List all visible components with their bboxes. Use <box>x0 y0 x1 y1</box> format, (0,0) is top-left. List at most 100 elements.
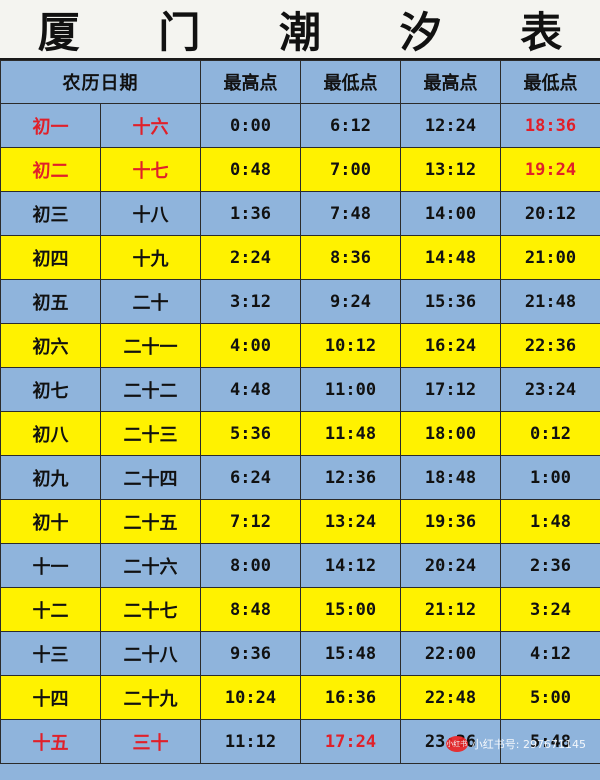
table-row: 初三 十八 1:36 7:48 14:00 20:12 <box>0 191 600 236</box>
high-tide-cell: 4:00 <box>200 323 301 368</box>
header-lunar-date: 农历日期 <box>0 60 201 104</box>
table-row: 十二 二十七 8:48 15:00 21:12 3:24 <box>0 587 600 632</box>
high-tide-cell: 1:36 <box>200 191 301 236</box>
lunar-date-cell: 初六 <box>0 323 101 368</box>
low-tide-cell: 1:48 <box>500 499 600 544</box>
watermark-text: 小红书号: 297671145 <box>471 738 586 751</box>
low-tide-cell: 17:24 <box>300 719 401 764</box>
lunar-date-cell: 初三 <box>0 191 101 236</box>
high-tide-cell: 4:48 <box>200 367 301 412</box>
high-tide-cell: 18:48 <box>400 455 501 500</box>
lunar-date-cell: 十六 <box>100 103 201 148</box>
lunar-date-cell: 三十 <box>100 719 201 764</box>
high-tide-cell: 10:24 <box>200 675 301 720</box>
low-tide-cell: 14:12 <box>300 543 401 588</box>
low-tide-cell: 12:36 <box>300 455 401 500</box>
lunar-date-cell: 十七 <box>100 147 201 192</box>
table-row: 初五 二十 3:12 9:24 15:36 21:48 <box>0 279 600 324</box>
lunar-date-cell: 初五 <box>0 279 101 324</box>
low-tide-cell: 20:12 <box>500 191 600 236</box>
low-tide-cell: 4:12 <box>500 631 600 676</box>
low-tide-cell: 11:48 <box>300 411 401 456</box>
high-tide-cell: 5:36 <box>200 411 301 456</box>
low-tide-cell: 22:36 <box>500 323 600 368</box>
high-tide-cell: 17:12 <box>400 367 501 412</box>
low-tide-cell: 5:48 <box>500 719 600 764</box>
lunar-date-cell: 二十三 <box>100 411 201 456</box>
high-tide-cell: 3:12 <box>200 279 301 324</box>
low-tide-cell: 10:12 <box>300 323 401 368</box>
lunar-date-cell: 二十 <box>100 279 201 324</box>
high-tide-cell: 20:24 <box>400 543 501 588</box>
lunar-date-cell: 十一 <box>0 543 101 588</box>
high-tide-cell: 15:36 <box>400 279 501 324</box>
lunar-date-cell: 二十二 <box>100 367 201 412</box>
lunar-date-cell: 二十九 <box>100 675 201 720</box>
lunar-date-cell: 二十七 <box>100 587 201 632</box>
lunar-date-cell: 初一 <box>0 103 101 148</box>
high-tide-cell: 18:00 <box>400 411 501 456</box>
watermark: 小红书 小红书号: 297671145 <box>445 736 586 752</box>
low-tide-cell: 21:48 <box>500 279 600 324</box>
high-tide-cell: 22:48 <box>400 675 501 720</box>
low-tide-cell: 9:24 <box>300 279 401 324</box>
low-tide-cell: 1:00 <box>500 455 600 500</box>
low-tide-cell: 21:00 <box>500 235 600 280</box>
table-row: 十三 二十八 9:36 15:48 22:00 4:12 <box>0 631 600 676</box>
low-tide-cell: 11:00 <box>300 367 401 412</box>
lunar-date-cell: 二十六 <box>100 543 201 588</box>
low-tide-cell: 19:24 <box>500 147 600 192</box>
table-row: 初十 二十五 7:12 13:24 19:36 1:48 <box>0 499 600 544</box>
table-row: 初二 十七 0:48 7:00 13:12 19:24 <box>0 147 600 192</box>
high-tide-cell: 2:24 <box>200 235 301 280</box>
low-tide-cell: 13:24 <box>300 499 401 544</box>
lunar-date-cell: 二十五 <box>100 499 201 544</box>
header-low-2: 最低点 <box>500 60 600 104</box>
high-tide-cell: 14:48 <box>400 235 501 280</box>
table-row: 初七 二十二 4:48 11:00 17:12 23:24 <box>0 367 600 412</box>
low-tide-cell: 8:36 <box>300 235 401 280</box>
high-tide-cell: 7:12 <box>200 499 301 544</box>
high-tide-cell: 12:24 <box>400 103 501 148</box>
lunar-date-cell: 初七 <box>0 367 101 412</box>
low-tide-cell: 7:48 <box>300 191 401 236</box>
low-tide-cell: 15:48 <box>300 631 401 676</box>
tide-table: 农历日期 最高点 最低点 最高点 最低点 初一 十六 0:00 6:12 12:24 18… <box>0 60 600 764</box>
lunar-date-cell: 十四 <box>0 675 101 720</box>
low-tide-cell: 18:36 <box>500 103 600 148</box>
high-tide-cell: 16:24 <box>400 323 501 368</box>
lunar-date-cell: 二十四 <box>100 455 201 500</box>
header-high-1: 最高点 <box>200 60 301 104</box>
high-tide-cell: 8:48 <box>200 587 301 632</box>
lunar-date-cell: 十九 <box>100 235 201 280</box>
low-tide-cell: 7:00 <box>300 147 401 192</box>
lunar-date-cell: 初九 <box>0 455 101 500</box>
high-tide-cell: 6:24 <box>200 455 301 500</box>
table-row: 初八 二十三 5:36 11:48 18:00 0:12 <box>0 411 600 456</box>
table-row: 初六 二十一 4:00 10:12 16:24 22:36 <box>0 323 600 368</box>
table-header-row: 农历日期 最高点 最低点 最高点 最低点 <box>0 60 600 104</box>
lunar-date-cell: 十八 <box>100 191 201 236</box>
lunar-date-cell: 初四 <box>0 235 101 280</box>
low-tide-cell: 23:24 <box>500 367 600 412</box>
watermark-logo: 小红书 <box>445 736 468 752</box>
table-row: 十四 二十九 10:24 16:36 22:48 5:00 <box>0 675 600 720</box>
high-tide-cell: 8:00 <box>200 543 301 588</box>
high-tide-cell: 22:00 <box>400 631 501 676</box>
table-row: 初一 十六 0:00 6:12 12:24 18:36 <box>0 103 600 148</box>
low-tide-cell: 5:00 <box>500 675 600 720</box>
low-tide-cell: 0:12 <box>500 411 600 456</box>
header-high-2: 最高点 <box>400 60 501 104</box>
table-row: 十一 二十六 8:00 14:12 20:24 2:36 <box>0 543 600 588</box>
high-tide-cell: 9:36 <box>200 631 301 676</box>
page-title: 厦 门 潮 汐 表 <box>0 0 600 60</box>
lunar-date-cell: 十二 <box>0 587 101 632</box>
high-tide-cell: 14:00 <box>400 191 501 236</box>
low-tide-cell: 6:12 <box>300 103 401 148</box>
table-row: 初四 十九 2:24 8:36 14:48 21:00 <box>0 235 600 280</box>
lunar-date-cell: 初十 <box>0 499 101 544</box>
table-row: 初九 二十四 6:24 12:36 18:48 1:00 <box>0 455 600 500</box>
lunar-date-cell: 初八 <box>0 411 101 456</box>
